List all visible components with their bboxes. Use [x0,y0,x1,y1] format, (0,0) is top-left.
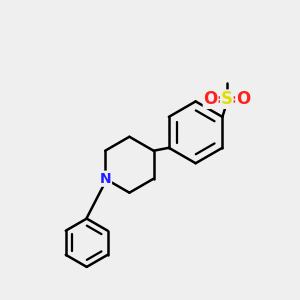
Text: O: O [203,90,218,108]
Text: O: O [236,90,250,108]
Text: N: N [99,172,111,186]
Text: S: S [221,90,233,108]
